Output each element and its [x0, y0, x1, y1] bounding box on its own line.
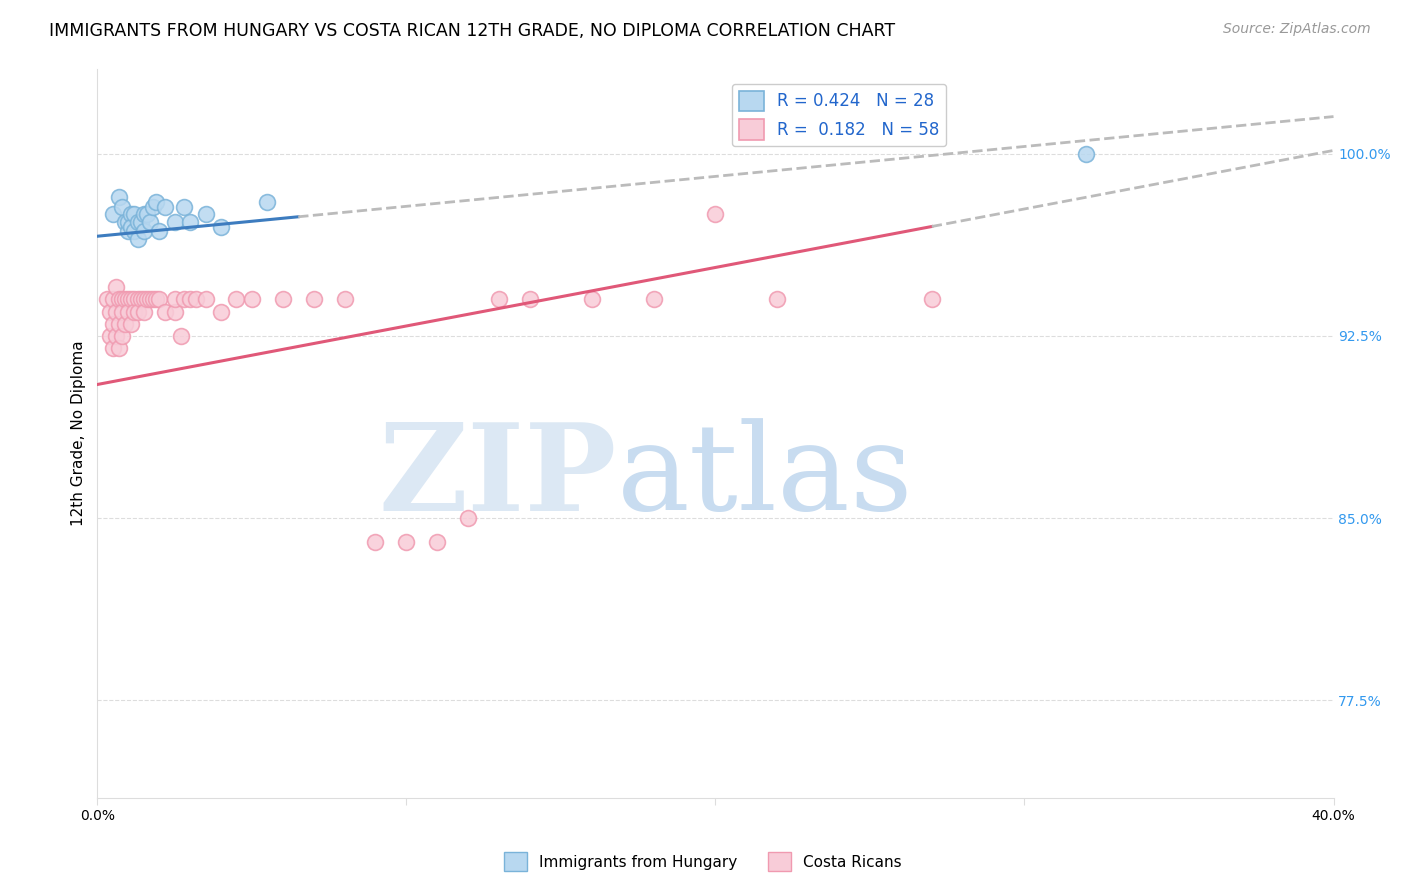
Point — [148, 224, 170, 238]
Text: atlas: atlas — [617, 418, 912, 535]
Point — [921, 293, 943, 307]
Point — [148, 293, 170, 307]
Point — [127, 304, 149, 318]
Y-axis label: 12th Grade, No Diploma: 12th Grade, No Diploma — [72, 340, 86, 526]
Point — [117, 224, 139, 238]
Point — [1076, 146, 1098, 161]
Point — [256, 195, 278, 210]
Point — [704, 207, 727, 221]
Point — [114, 317, 136, 331]
Point — [186, 293, 208, 307]
Point — [163, 304, 186, 318]
Point — [108, 341, 131, 355]
Point — [209, 219, 232, 234]
Point — [225, 293, 247, 307]
Point — [104, 329, 127, 343]
Point — [426, 535, 449, 549]
Point — [139, 293, 162, 307]
Point — [163, 293, 186, 307]
Point — [132, 293, 155, 307]
Point — [114, 293, 136, 307]
Point — [132, 207, 155, 221]
Text: IMMIGRANTS FROM HUNGARY VS COSTA RICAN 12TH GRADE, NO DIPLOMA CORRELATION CHART: IMMIGRANTS FROM HUNGARY VS COSTA RICAN 1… — [49, 22, 896, 40]
Point — [364, 535, 387, 549]
Point — [101, 207, 124, 221]
Point — [163, 214, 186, 228]
Point — [194, 293, 217, 307]
Point — [101, 341, 124, 355]
Point — [120, 219, 142, 234]
Point — [581, 293, 603, 307]
Point — [145, 293, 167, 307]
Point — [98, 304, 121, 318]
Point — [194, 207, 217, 221]
Point — [108, 317, 131, 331]
Point — [108, 190, 131, 204]
Point — [114, 214, 136, 228]
Point — [209, 304, 232, 318]
Point — [101, 317, 124, 331]
Point — [129, 293, 152, 307]
Point — [145, 195, 167, 210]
Point — [104, 280, 127, 294]
Point — [643, 293, 665, 307]
Point — [101, 293, 124, 307]
Point — [124, 304, 146, 318]
Point — [333, 293, 356, 307]
Point — [108, 293, 131, 307]
Point — [117, 304, 139, 318]
Point — [124, 207, 146, 221]
Point — [127, 232, 149, 246]
Point — [139, 214, 162, 228]
Point — [111, 329, 134, 343]
Point — [457, 511, 479, 525]
Legend: Immigrants from Hungary, Costa Ricans: Immigrants from Hungary, Costa Ricans — [498, 847, 908, 877]
Point — [120, 293, 142, 307]
Point — [179, 293, 201, 307]
Point — [127, 293, 149, 307]
Point — [135, 207, 157, 221]
Point — [155, 200, 177, 214]
Point — [302, 293, 325, 307]
Point — [271, 293, 294, 307]
Point — [104, 304, 127, 318]
Point — [111, 200, 134, 214]
Text: ZIP: ZIP — [378, 417, 617, 536]
Point — [120, 207, 142, 221]
Point — [179, 214, 201, 228]
Point — [766, 293, 789, 307]
Point — [111, 293, 134, 307]
Point — [111, 304, 134, 318]
Point — [488, 293, 510, 307]
Point — [519, 293, 541, 307]
Point — [173, 293, 195, 307]
Point — [96, 293, 118, 307]
Point — [142, 293, 165, 307]
Point — [117, 214, 139, 228]
Point — [124, 224, 146, 238]
Point — [155, 304, 177, 318]
Point — [98, 329, 121, 343]
Point — [129, 214, 152, 228]
Point — [127, 214, 149, 228]
Point — [124, 293, 146, 307]
Point — [170, 329, 193, 343]
Point — [132, 224, 155, 238]
Point — [395, 535, 418, 549]
Point — [117, 293, 139, 307]
Point — [173, 200, 195, 214]
Legend: R = 0.424   N = 28, R =  0.182   N = 58: R = 0.424 N = 28, R = 0.182 N = 58 — [733, 84, 946, 146]
Point — [240, 293, 263, 307]
Point — [120, 317, 142, 331]
Point — [132, 304, 155, 318]
Point — [135, 293, 157, 307]
Text: Source: ZipAtlas.com: Source: ZipAtlas.com — [1223, 22, 1371, 37]
Point — [142, 200, 165, 214]
